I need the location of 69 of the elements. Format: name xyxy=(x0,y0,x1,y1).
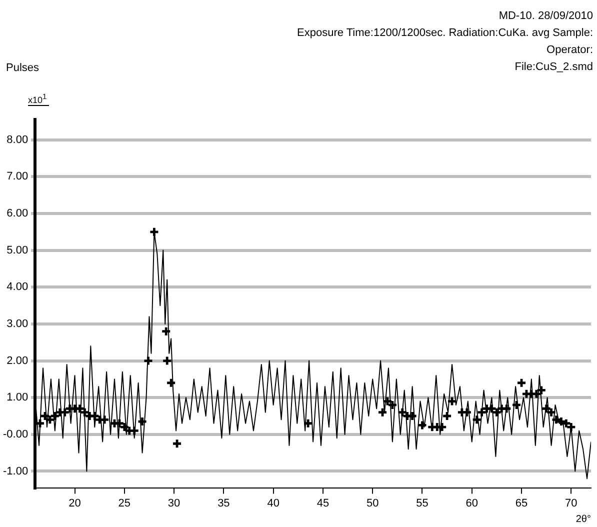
y-tick-label: 7.00 xyxy=(6,170,28,183)
point xyxy=(567,423,576,432)
point xyxy=(150,228,158,236)
x-tick-label: 60 xyxy=(466,497,478,510)
y-tick-label: 8.00 xyxy=(6,134,28,146)
x-tick-label: 30 xyxy=(168,497,180,510)
y-tick-label: 5.00 xyxy=(6,244,28,256)
y-tick-label: 3.00 xyxy=(6,318,28,330)
point xyxy=(408,412,416,420)
point xyxy=(547,408,556,416)
point xyxy=(130,426,138,435)
point xyxy=(418,421,426,430)
point xyxy=(46,416,54,424)
point xyxy=(80,408,89,416)
y-tick-label: -0.00 xyxy=(2,428,28,440)
point xyxy=(90,412,99,420)
point xyxy=(502,404,511,413)
text: File:CuS_2.smd xyxy=(514,60,593,75)
y-tick-label: 4.00 xyxy=(6,281,28,294)
point xyxy=(492,408,501,416)
y-axis-title: Pulses xyxy=(6,62,40,74)
x-tick-label: 20 xyxy=(68,497,81,510)
point xyxy=(462,408,471,416)
point xyxy=(542,404,550,413)
point xyxy=(478,408,486,416)
x-axis-title: 2θ° xyxy=(576,514,591,525)
point xyxy=(383,397,392,406)
point xyxy=(173,440,182,448)
point xyxy=(60,408,69,416)
point xyxy=(100,416,109,424)
point xyxy=(144,356,152,365)
x-tick-label: 65 xyxy=(515,497,528,510)
point xyxy=(448,397,456,406)
y-tick-label: -1.00 xyxy=(2,465,28,478)
x-tick-label: 25 xyxy=(118,497,131,510)
point xyxy=(50,412,59,420)
point xyxy=(562,419,570,428)
point xyxy=(163,356,172,365)
point xyxy=(398,408,406,416)
text: MD-10. 28/09/2010 xyxy=(498,9,593,24)
text: x10$^{1}$ xyxy=(28,92,49,106)
point xyxy=(537,386,546,394)
point xyxy=(138,418,146,426)
text: Exposure Time:1200/1200sec. Radiation:CuKa. avg Sample: xyxy=(297,26,593,41)
point xyxy=(162,327,170,336)
y-tick-label: 2.00 xyxy=(6,354,28,367)
point xyxy=(443,412,452,420)
point xyxy=(76,404,84,413)
point xyxy=(472,416,481,424)
point xyxy=(120,423,128,432)
y-tick-label: 1.00 xyxy=(6,392,28,404)
x-tick-label: 35 xyxy=(218,497,230,510)
point xyxy=(488,404,496,413)
x-tick-label: 40 xyxy=(267,497,280,510)
point xyxy=(532,390,540,398)
point xyxy=(115,419,124,428)
x-tick-label: 70 xyxy=(565,497,578,510)
x-tick-label: 55 xyxy=(416,497,428,510)
point xyxy=(552,416,560,424)
point xyxy=(438,423,446,432)
point xyxy=(304,419,312,428)
point xyxy=(518,378,526,387)
x-tick-label: 50 xyxy=(366,497,379,510)
point xyxy=(36,419,44,428)
text: Operator: xyxy=(546,43,593,58)
x-tick-label: 45 xyxy=(316,497,330,510)
point xyxy=(378,408,387,416)
y-tick-label: 6.00 xyxy=(6,208,28,220)
point xyxy=(167,378,176,387)
